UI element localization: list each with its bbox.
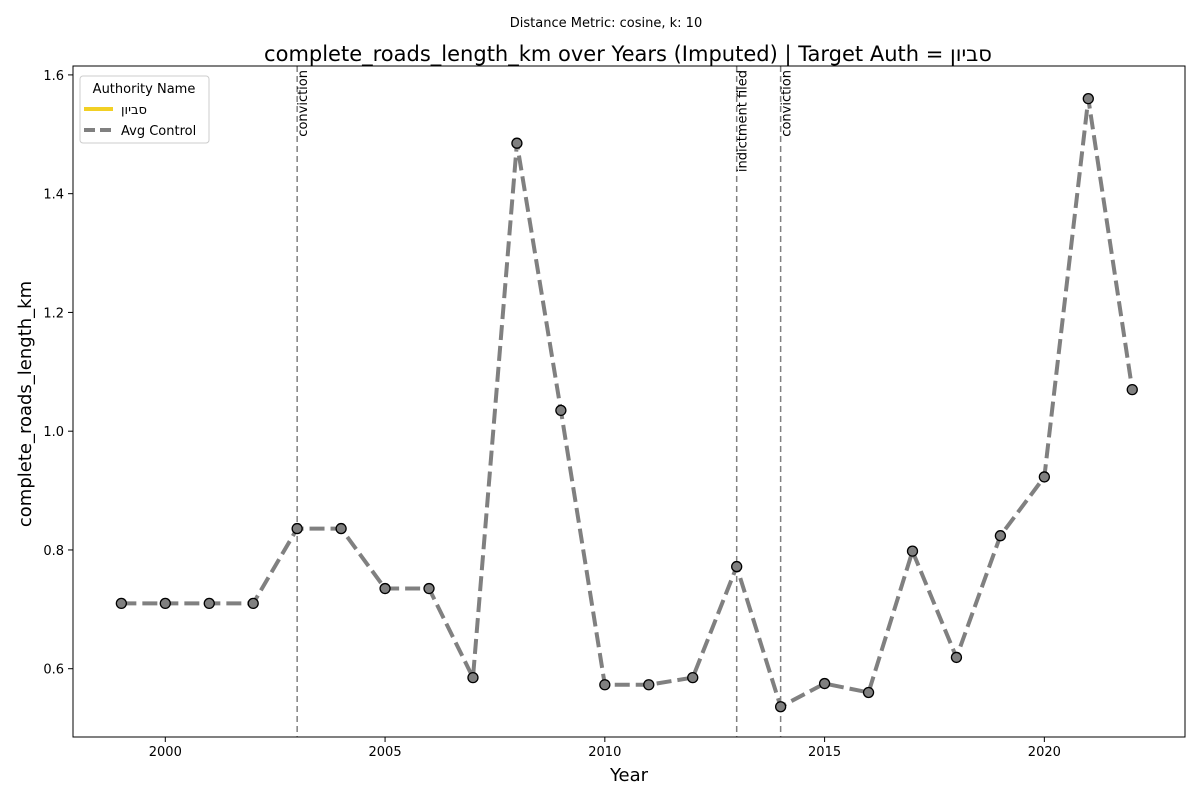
data-point — [731, 560, 743, 573]
legend-label-control: Avg Control — [121, 124, 196, 139]
data-point — [379, 582, 391, 595]
data-point — [1038, 471, 1051, 483]
event-label: indictment filed — [736, 70, 751, 172]
data-point — [599, 679, 611, 691]
data-point — [291, 522, 303, 535]
data-point — [1126, 383, 1138, 396]
legend-label-target: סביון — [121, 103, 147, 118]
chart-title: complete_roads_length_km over Years (Imp… — [264, 42, 992, 67]
data-point — [994, 530, 1007, 542]
data-point — [818, 677, 831, 690]
legend-title: Authority Name — [93, 82, 196, 97]
y-axis-label: complete_roads_length_km — [15, 281, 36, 527]
data-point — [203, 597, 215, 610]
x-axis-label: Year — [609, 765, 649, 786]
x-tick-label: 2015 — [808, 745, 841, 760]
event-lines: conviction indictment filed conviction — [296, 66, 795, 737]
data-point — [687, 671, 699, 684]
legend: Authority Name סביון Avg Control — [79, 75, 210, 144]
x-axis: 2000 2005 2010 2015 2020 — [149, 737, 1061, 760]
data-point — [467, 671, 479, 684]
plot-area-frame — [72, 65, 1186, 738]
data-point — [335, 522, 347, 535]
x-tick-label: 2005 — [369, 745, 402, 760]
data-point — [1082, 93, 1094, 105]
series-layer — [115, 93, 1138, 713]
y-tick-label: 1.0 — [43, 425, 64, 440]
data-point — [423, 582, 435, 595]
y-tick-label: 0.8 — [43, 544, 64, 559]
data-point — [555, 404, 567, 417]
event-label: conviction — [780, 70, 795, 137]
y-tick-label: 0.6 — [43, 663, 64, 678]
data-point — [862, 686, 875, 699]
data-point — [511, 137, 523, 149]
y-tick-label: 1.4 — [43, 188, 64, 203]
x-tick-label: 2000 — [149, 745, 182, 760]
data-point — [950, 651, 963, 664]
y-tick-label: 1.6 — [43, 69, 64, 84]
data-point — [247, 597, 259, 610]
data-point — [906, 545, 919, 557]
x-tick-label: 2020 — [1028, 745, 1061, 760]
series-line-avg-control — [121, 96, 1135, 709]
x-tick-label: 2010 — [588, 745, 621, 760]
data-point — [774, 701, 787, 713]
event-label: conviction — [296, 70, 311, 137]
chart-suptitle: Distance Metric: cosine, k: 10 — [510, 16, 702, 31]
y-axis: 0.6 0.8 1.0 1.2 1.4 1.6 — [43, 69, 73, 678]
data-point — [115, 597, 127, 610]
y-tick-label: 1.2 — [43, 306, 64, 321]
data-point — [159, 597, 171, 610]
legend-box — [79, 75, 210, 144]
data-point — [643, 679, 655, 691]
